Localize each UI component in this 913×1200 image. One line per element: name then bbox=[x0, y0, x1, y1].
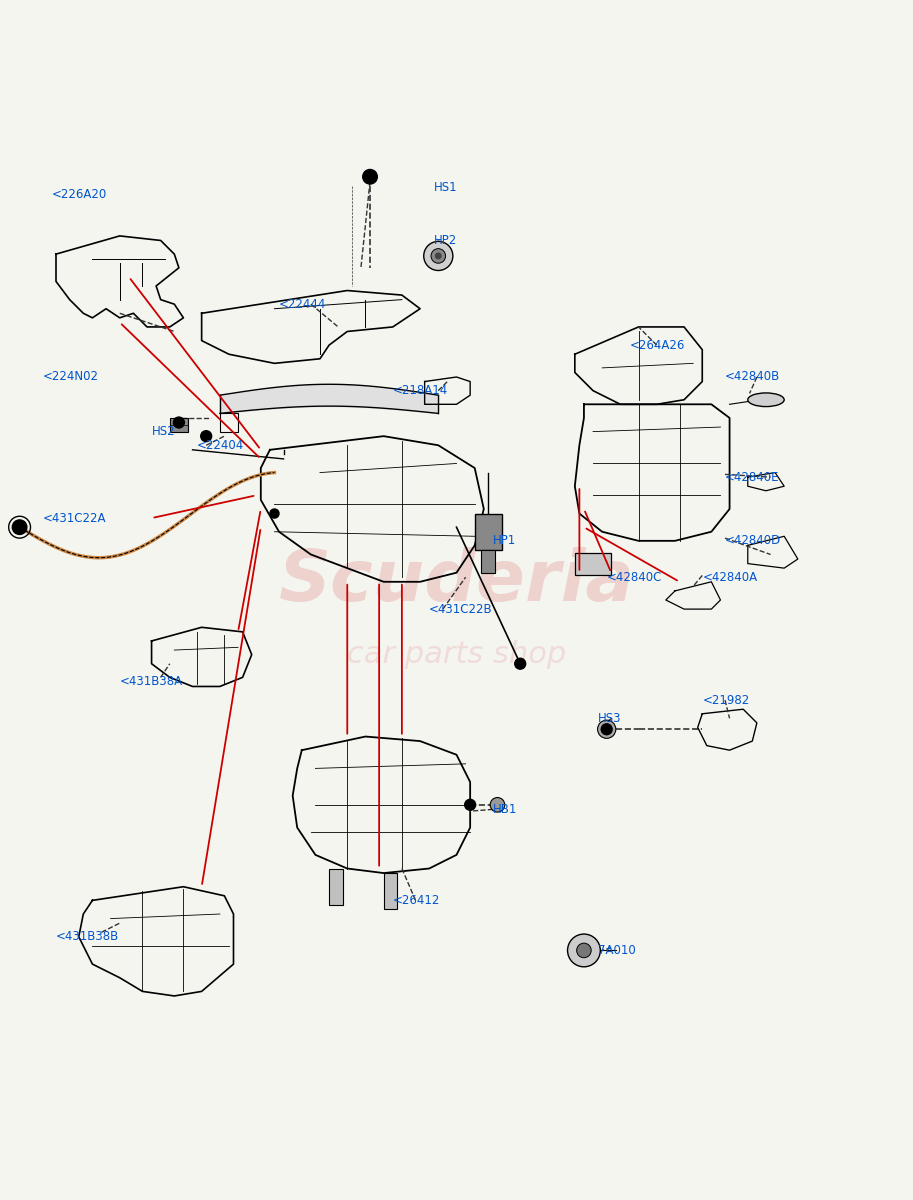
Circle shape bbox=[598, 720, 615, 738]
Text: HP2: HP2 bbox=[434, 234, 457, 247]
Text: HS1: HS1 bbox=[434, 181, 457, 194]
Text: HP1: HP1 bbox=[493, 534, 516, 547]
Text: <224N02: <224N02 bbox=[42, 371, 99, 384]
Text: <26412: <26412 bbox=[393, 894, 440, 907]
Text: <431C22A: <431C22A bbox=[42, 511, 106, 524]
Text: <42840E: <42840E bbox=[725, 470, 780, 484]
Text: <42840B: <42840B bbox=[725, 371, 781, 384]
Circle shape bbox=[515, 659, 526, 670]
Text: <42840C: <42840C bbox=[606, 571, 662, 583]
Circle shape bbox=[201, 431, 212, 442]
Text: car parts shop: car parts shop bbox=[347, 640, 566, 670]
Text: Scuderia: Scuderia bbox=[278, 547, 635, 617]
Bar bbox=[170, 418, 188, 432]
Text: <264A26: <264A26 bbox=[629, 338, 685, 352]
Text: <21982: <21982 bbox=[702, 694, 750, 707]
Text: 7A010: 7A010 bbox=[598, 944, 635, 956]
Circle shape bbox=[173, 418, 184, 428]
Ellipse shape bbox=[748, 392, 784, 407]
Text: <431B38A: <431B38A bbox=[120, 676, 183, 689]
Bar bbox=[220, 414, 238, 432]
Text: <42840D: <42840D bbox=[725, 534, 782, 547]
Text: HS2: HS2 bbox=[152, 425, 175, 438]
Circle shape bbox=[436, 253, 441, 259]
Text: <22444: <22444 bbox=[279, 298, 326, 311]
Bar bbox=[475, 514, 502, 550]
Circle shape bbox=[270, 509, 279, 518]
Circle shape bbox=[431, 248, 446, 263]
Bar bbox=[575, 553, 611, 576]
Circle shape bbox=[577, 943, 592, 958]
Bar bbox=[481, 550, 495, 572]
Text: <431C22B: <431C22B bbox=[429, 602, 493, 616]
Bar bbox=[383, 874, 397, 910]
Circle shape bbox=[424, 241, 453, 270]
Bar bbox=[329, 869, 342, 905]
Text: HS3: HS3 bbox=[598, 712, 621, 725]
Text: <22404: <22404 bbox=[197, 439, 245, 451]
Text: <431B38B: <431B38B bbox=[56, 930, 120, 943]
Circle shape bbox=[12, 520, 26, 534]
Circle shape bbox=[465, 799, 476, 810]
Text: <226A20: <226A20 bbox=[51, 188, 107, 202]
Text: <42840A: <42840A bbox=[702, 571, 758, 583]
Text: HB1: HB1 bbox=[493, 803, 518, 816]
Text: <218A14: <218A14 bbox=[393, 384, 448, 397]
Circle shape bbox=[490, 798, 505, 812]
Circle shape bbox=[568, 934, 601, 967]
Circle shape bbox=[362, 169, 377, 184]
Circle shape bbox=[602, 724, 612, 734]
